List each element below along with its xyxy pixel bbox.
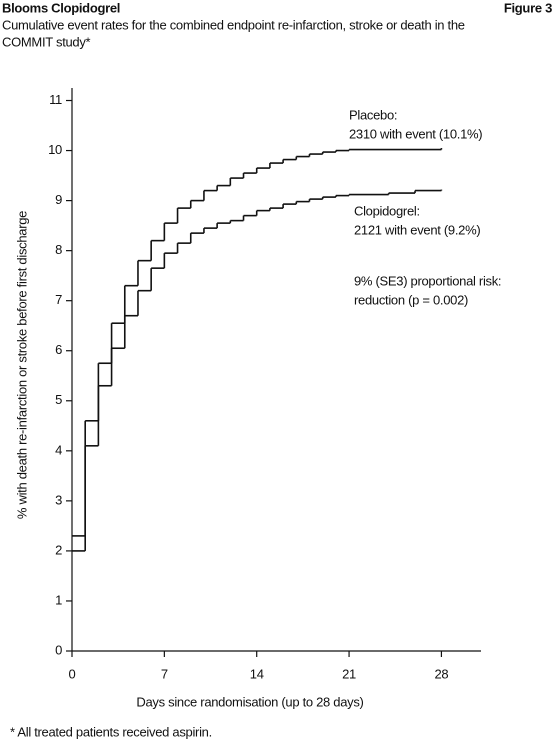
y-tick-label: 4 xyxy=(55,442,62,457)
y-tick-label: 11 xyxy=(49,92,62,107)
y-axis-label: % with death re-infarction or stroke bef… xyxy=(14,211,29,519)
y-tick-label: 1 xyxy=(55,592,62,607)
annotation: 2310 with event (10.1%) xyxy=(349,126,482,141)
y-tick-label: 0 xyxy=(55,642,62,657)
x-tick-label: 21 xyxy=(342,666,356,681)
chart-title: COMMIT study* xyxy=(2,34,91,49)
annotation: 2121 with event (9.2%) xyxy=(354,222,480,237)
x-tick-label: 0 xyxy=(69,666,76,681)
y-tick-label: 7 xyxy=(55,292,62,307)
annotation: Placebo: xyxy=(349,107,397,122)
x-tick-label: 28 xyxy=(434,666,448,681)
y-tick-label: 2 xyxy=(55,542,62,557)
annotation: reduction (p = 0.002) xyxy=(354,292,468,307)
y-tick-label: 6 xyxy=(55,342,62,357)
y-tick-label: 10 xyxy=(48,142,62,157)
header: Blooms Clopidogrel xyxy=(2,0,120,15)
y-tick-label: 9 xyxy=(55,192,62,207)
footnote: * All treated patients received aspirin. xyxy=(10,724,212,739)
x-axis-label: Days since randomisation (up to 28 days) xyxy=(136,694,363,709)
x-tick-label: 14 xyxy=(250,666,264,681)
y-tick-label: 8 xyxy=(55,242,62,257)
chart-title: Cumulative event rates for the combined … xyxy=(2,17,465,32)
y-tick-label: 5 xyxy=(55,392,62,407)
y-tick-label: 3 xyxy=(55,492,62,507)
annotation: Clopidogrel: xyxy=(354,203,420,218)
x-tick-label: 7 xyxy=(161,666,168,681)
annotation: 9% (SE3) proportional risk: xyxy=(354,273,501,288)
figure-label: Figure 3 xyxy=(504,0,552,15)
